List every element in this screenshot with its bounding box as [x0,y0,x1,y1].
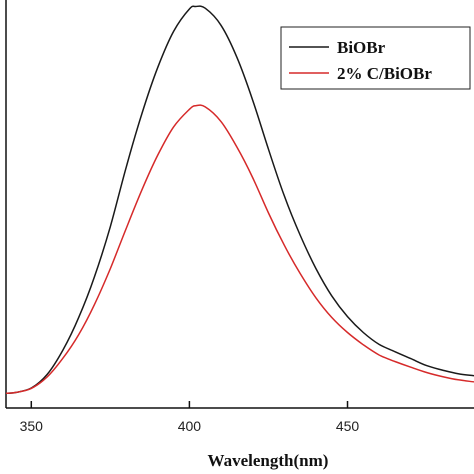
series-layer [5,5,474,395]
legend-label-biobr: BiOBr [337,38,386,57]
x-tick-label-350: 350 [20,418,44,434]
x-ticks [30,401,349,408]
x-tick-label-400: 400 [178,418,202,434]
series-line-c-biobr [5,104,474,395]
legend: BiOBr 2% C/BiOBr [280,26,471,90]
series-line-biobr [5,5,474,395]
x-tick-label-450: 450 [336,418,360,434]
legend-box [280,26,471,90]
x-axis-title: Wavelength(nm) [208,451,329,470]
legend-label-c-biobr: 2% C/BiOBr [337,64,432,83]
plot-frame [5,0,474,409]
x-tick-labels: 350 400 450 [20,418,360,434]
